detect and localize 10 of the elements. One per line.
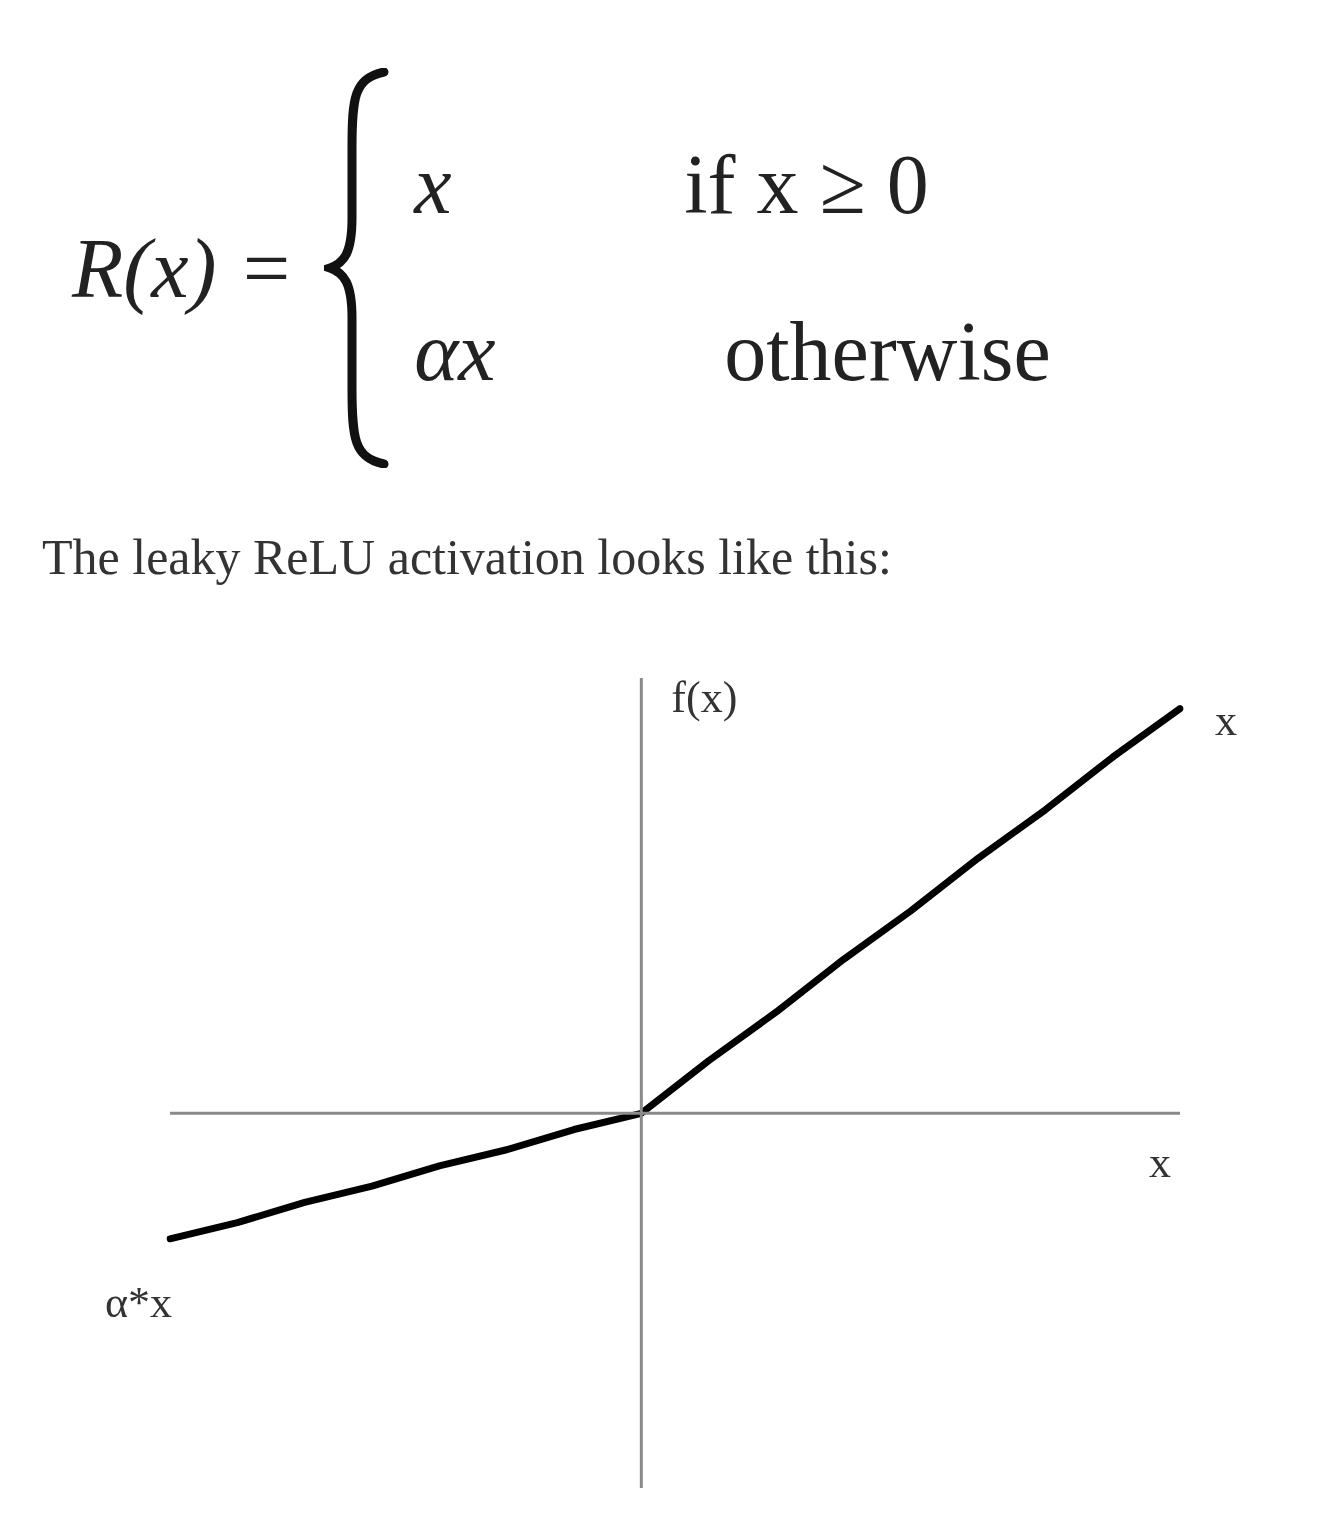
y-axis-title: f(x)	[671, 672, 738, 722]
chart-title: The leaky ReLU activation looks like this:	[41, 528, 893, 587]
text: α*x	[105, 1278, 173, 1328]
text: αx	[414, 304, 497, 400]
text: x	[414, 137, 453, 233]
text: otherwise	[723, 304, 1051, 400]
text: x	[1215, 696, 1237, 746]
text: if x ≥ 0	[684, 137, 930, 233]
text: R(x) =	[72, 220, 295, 317]
x-axis-title: x	[1149, 1137, 1171, 1187]
